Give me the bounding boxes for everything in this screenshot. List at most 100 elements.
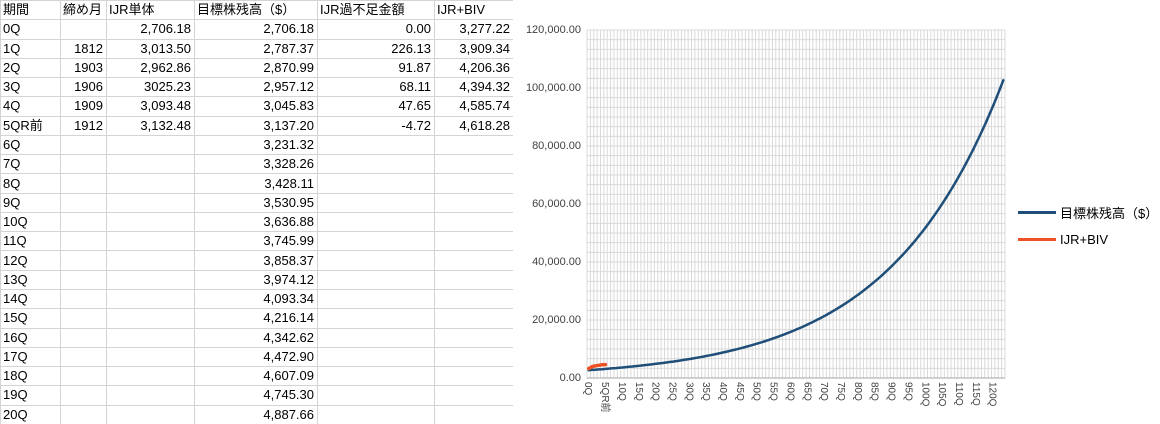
- column-header-3[interactable]: 目標株残高（$）: [194, 0, 318, 21]
- cell[interactable]: 7Q: [0, 154, 61, 175]
- cell[interactable]: 4,394.32: [434, 77, 514, 98]
- cell[interactable]: 18Q: [0, 366, 61, 387]
- cell[interactable]: 4,745.30: [194, 385, 318, 406]
- cell[interactable]: [434, 134, 514, 156]
- cell[interactable]: 8Q: [0, 173, 61, 194]
- column-header-0[interactable]: 期間: [0, 0, 61, 21]
- cell[interactable]: [60, 366, 107, 387]
- cell[interactable]: 2Q: [0, 57, 61, 79]
- cell[interactable]: [106, 211, 195, 233]
- cell[interactable]: [106, 366, 195, 387]
- legend-item-target-balance[interactable]: 目標株残高（$）: [1018, 203, 1158, 222]
- cell[interactable]: [317, 327, 435, 348]
- cell[interactable]: 3Q: [0, 77, 61, 98]
- cell[interactable]: [434, 404, 514, 424]
- cell[interactable]: 10Q: [0, 211, 61, 233]
- cell[interactable]: 3,974.12: [194, 269, 318, 290]
- cell[interactable]: 2,787.37: [194, 38, 318, 59]
- cell[interactable]: 3,745.99: [194, 231, 318, 252]
- cell[interactable]: [434, 385, 514, 406]
- cell[interactable]: [60, 308, 107, 329]
- cell[interactable]: 47.65: [317, 96, 435, 117]
- cell[interactable]: 4,342.62: [194, 327, 318, 348]
- cell[interactable]: 4,607.09: [194, 366, 318, 387]
- cell[interactable]: [317, 211, 435, 233]
- cell[interactable]: 4,618.28: [434, 115, 514, 136]
- legend-item-ijr-biv[interactable]: IJR+BIV: [1018, 232, 1158, 247]
- cell[interactable]: -4.72: [317, 115, 435, 136]
- cell[interactable]: 20Q: [0, 404, 61, 424]
- cell[interactable]: 17Q: [0, 346, 61, 368]
- cell[interactable]: 1903: [60, 57, 107, 79]
- cell[interactable]: [60, 327, 107, 348]
- cell[interactable]: 14Q: [0, 288, 61, 310]
- cell[interactable]: 12Q: [0, 250, 61, 271]
- cell[interactable]: 3,132.48: [106, 115, 195, 136]
- cell[interactable]: [106, 308, 195, 329]
- cell[interactable]: [60, 19, 107, 40]
- cell[interactable]: [434, 269, 514, 290]
- cell[interactable]: [60, 192, 107, 213]
- cell[interactable]: 1909: [60, 96, 107, 117]
- cell[interactable]: [317, 346, 435, 368]
- cell[interactable]: 4Q: [0, 96, 61, 117]
- cell[interactable]: 15Q: [0, 308, 61, 329]
- cell[interactable]: 3,277.22: [434, 19, 514, 40]
- cell[interactable]: [317, 385, 435, 406]
- cell[interactable]: 2,706.18: [106, 19, 195, 40]
- cell[interactable]: [60, 173, 107, 194]
- cell[interactable]: [434, 308, 514, 329]
- cell[interactable]: 2,962.86: [106, 57, 195, 79]
- cell[interactable]: 5QR前: [0, 115, 61, 136]
- cell[interactable]: [317, 231, 435, 252]
- cell[interactable]: [317, 154, 435, 175]
- cell[interactable]: [106, 192, 195, 213]
- cell[interactable]: 3,137.20: [194, 115, 318, 136]
- cell[interactable]: 9Q: [0, 192, 61, 213]
- cell[interactable]: 91.87: [317, 57, 435, 79]
- cell[interactable]: [60, 346, 107, 368]
- cell[interactable]: [106, 250, 195, 271]
- cell[interactable]: [60, 134, 107, 156]
- cell[interactable]: [317, 192, 435, 213]
- cell[interactable]: 1906: [60, 77, 107, 98]
- column-header-4[interactable]: IJR過不足金額: [317, 0, 435, 21]
- cell[interactable]: [434, 173, 514, 194]
- cell[interactable]: 2,706.18: [194, 19, 318, 40]
- series-line-target-balance[interactable]: [587, 79, 1005, 372]
- cell[interactable]: 11Q: [0, 231, 61, 252]
- cell[interactable]: [317, 288, 435, 310]
- cell[interactable]: [60, 288, 107, 310]
- cell[interactable]: 3,231.32: [194, 134, 318, 156]
- cell[interactable]: [317, 404, 435, 424]
- cell[interactable]: 3,530.95: [194, 192, 318, 213]
- cell[interactable]: 4,216.14: [194, 308, 318, 329]
- cell[interactable]: [317, 250, 435, 271]
- cell[interactable]: [106, 404, 195, 424]
- cell[interactable]: 3,636.88: [194, 211, 318, 233]
- cell[interactable]: [434, 211, 514, 233]
- cell[interactable]: 4,472.90: [194, 346, 318, 368]
- cell[interactable]: [106, 288, 195, 310]
- cell[interactable]: 3,858.37: [194, 250, 318, 271]
- cell[interactable]: [60, 231, 107, 252]
- cell[interactable]: [106, 154, 195, 175]
- cell[interactable]: [317, 269, 435, 290]
- cell[interactable]: 1912: [60, 115, 107, 136]
- cell[interactable]: [60, 269, 107, 290]
- cell[interactable]: [317, 134, 435, 156]
- cell[interactable]: [434, 288, 514, 310]
- cell[interactable]: 0.00: [317, 19, 435, 40]
- cell[interactable]: [434, 250, 514, 271]
- cell[interactable]: [106, 231, 195, 252]
- cell[interactable]: 3,328.26: [194, 154, 318, 175]
- cell[interactable]: [434, 346, 514, 368]
- cell[interactable]: [434, 366, 514, 387]
- cell[interactable]: [106, 269, 195, 290]
- series-line-ijr-biv[interactable]: [586, 362, 608, 371]
- cell[interactable]: 3025.23: [106, 77, 195, 98]
- cell[interactable]: 3,428.11: [194, 173, 318, 194]
- cell[interactable]: [60, 385, 107, 406]
- column-header-1[interactable]: 締め月: [60, 0, 107, 21]
- cell[interactable]: 6Q: [0, 134, 61, 156]
